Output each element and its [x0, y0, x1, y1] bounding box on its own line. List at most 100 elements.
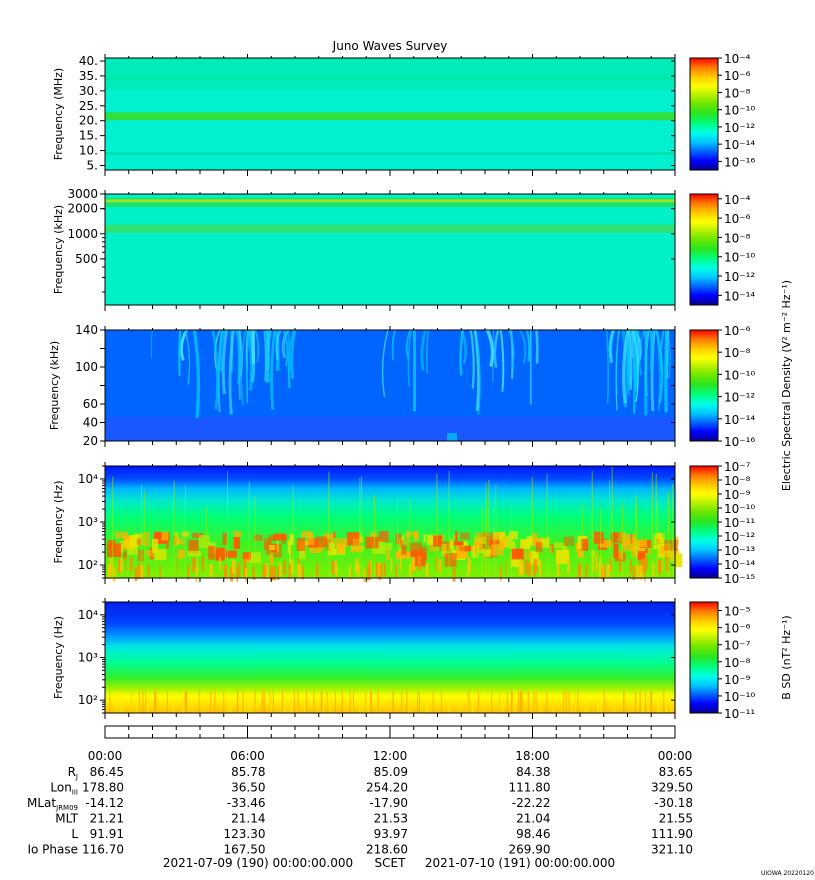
- colorbar-tick-label: 10⁻⁴: [724, 193, 751, 207]
- ephemeris-value: 85.09: [374, 765, 408, 779]
- y-axis-label: Frequency (MHz): [52, 68, 65, 160]
- x-tick-label: 00:00: [658, 749, 693, 763]
- colorbar-tick-label: 10⁻¹⁰: [724, 368, 755, 382]
- colorbar-tick-label: 10⁻⁷: [724, 639, 751, 653]
- scet-label: SCET: [375, 856, 407, 870]
- colorbar-tick-label: 10⁻¹⁴: [724, 138, 755, 152]
- colorbar-tick-label: 10⁻⁹: [724, 673, 751, 687]
- ephemeris-label: Io Phase: [27, 843, 78, 857]
- colorbar-tick-label: 10⁻¹⁰: [724, 104, 755, 118]
- y-tick-label: 30.: [79, 84, 98, 98]
- end-time-label: 2021-07-10 (191) 00:00:00.000: [425, 856, 615, 870]
- y-tick-label: 10⁴: [78, 608, 98, 622]
- ephemeris-row: LonIII 178.80 36.50 254.20 111.80 329.50: [50, 781, 693, 797]
- y-tick-label: 3000: [67, 187, 98, 201]
- colorbar-2: 10⁻⁴ 10⁻⁶ 10⁻⁸ 10⁻¹⁰ 10⁻¹² 10⁻¹⁴: [689, 193, 755, 306]
- y-tick-label: 1000: [67, 227, 98, 241]
- ephemeris-value: 21.14: [231, 812, 265, 826]
- ephemeris-label: MLatJRM09: [27, 796, 78, 812]
- ephemeris-label: L: [71, 827, 78, 841]
- ephemeris-row: MLatJRM09 -14.12 -33.46 -17.90 -22.22 -30.18: [27, 796, 693, 812]
- colorbar-tick-label: 10⁻¹⁴: [724, 289, 755, 303]
- y-tick-label: 40.: [79, 54, 98, 68]
- spectrogram-panel-4: 10² 10³ 10⁴ Frequency (Hz) 10⁻⁷10⁻⁸10⁻⁹10⁻¹⁰…: [52, 460, 755, 586]
- y-tick-label: 40: [83, 416, 98, 430]
- ephemeris-value: 36.50: [231, 781, 265, 795]
- y-tick-label: 100: [75, 360, 98, 374]
- ephemeris-label: RJ: [68, 765, 78, 781]
- spectrogram-image: [105, 329, 675, 441]
- colorbar-tick-label: 10⁻⁶: [724, 69, 751, 83]
- ephemeris-value: 254.20: [366, 781, 408, 795]
- x-tick-label: 00:00: [88, 749, 123, 763]
- ephemeris-value: 91.91: [90, 827, 124, 841]
- colorbar-tick-label: 10⁻¹²: [724, 530, 755, 544]
- colorbar-tick-label: 10⁻¹²: [724, 121, 755, 135]
- colorbar-tick-label: 10⁻¹¹: [724, 707, 755, 721]
- spectrogram-image: [105, 602, 675, 713]
- ephemeris-row: RJ 86.45 85.78 85.09 84.38 83.65: [68, 765, 693, 781]
- colorbar-3: 10⁻⁶ 10⁻⁸ 10⁻¹⁰ 10⁻¹² 10⁻¹⁴ 10⁻¹⁶ Electric Spe…: [689, 280, 793, 491]
- footer-tag: UIOWA 20220120: [761, 870, 814, 877]
- start-time-label: 2021-07-09 (190) 00:00:00.000: [163, 856, 353, 870]
- colorbar-tick-label: 10⁻¹⁴: [724, 413, 755, 427]
- ephemeris-value: 111.80: [509, 781, 551, 795]
- ephemeris-value: 84.38: [516, 765, 550, 779]
- ephemeris-value: -22.22: [512, 796, 551, 810]
- colorbar-tick-label: 10⁻⁷: [724, 460, 751, 474]
- ephemeris-label: LonIII: [50, 781, 78, 797]
- x-tick-label: 12:00: [373, 749, 408, 763]
- ephemeris-label: MLT: [55, 812, 78, 826]
- colorbar-tick-label: 10⁻¹²: [724, 270, 755, 284]
- ephemeris-value: 123.30: [224, 827, 266, 841]
- ephemeris-value: 218.60: [366, 843, 408, 857]
- ephemeris-value: 269.90: [509, 843, 551, 857]
- ephemeris-value: 116.70: [82, 843, 124, 857]
- colorbar-tick-label: 10⁻¹⁵: [724, 572, 755, 586]
- y-tick-label: 140: [75, 323, 98, 337]
- y-tick-label: 10⁴: [78, 472, 98, 486]
- colorbar-tick-label: 10⁻¹⁰: [724, 251, 755, 265]
- colorbar-tick-label: 10⁻⁸: [724, 86, 751, 100]
- y-tick-label: 60: [83, 397, 98, 411]
- colorbar-tick-label: 10⁻⁸: [724, 231, 751, 245]
- colorbar-tick-label: 10⁻⁸: [724, 474, 751, 488]
- x-tick-label: 18:00: [515, 749, 550, 763]
- ephemeris-value: 98.46: [516, 827, 550, 841]
- ephemeris-value: 111.90: [651, 827, 693, 841]
- ephemeris-value: 21.21: [90, 812, 124, 826]
- ephemeris-value: -33.46: [227, 796, 266, 810]
- y-tick-label: 10.: [79, 144, 98, 158]
- ephemeris-value: 21.55: [659, 812, 693, 826]
- y-axis-label: Frequency (Hz): [52, 481, 65, 564]
- colorbar-tick-label: 10⁻⁸: [724, 346, 751, 360]
- chart-title: Juno Waves Survey: [332, 39, 448, 53]
- spectrogram-image: [105, 194, 675, 305]
- spectrogram-image: [105, 466, 683, 582]
- colorbar-tick-label: 10⁻¹⁴: [724, 558, 755, 572]
- ephemeris-value: 321.10: [651, 843, 693, 857]
- y-tick-label: 500: [75, 252, 98, 266]
- colorbar-label: B SD (nT² Hz⁻¹): [780, 615, 793, 699]
- colorbar-tick-label: 10⁻⁸: [724, 656, 751, 670]
- y-tick-label: 25.: [79, 99, 98, 113]
- ephemeris-value: 86.45: [90, 765, 124, 779]
- colorbar-5: 10⁻⁵ 10⁻⁶ 10⁻⁷ 10⁻⁸ 10⁻⁹ 10⁻¹⁰ 10⁻¹¹ B SD (nT² …: [689, 601, 793, 721]
- y-tick-label: 10²: [78, 558, 98, 572]
- ephemeris-value: -17.90: [369, 796, 408, 810]
- ephemeris-value: 167.50: [224, 843, 266, 857]
- x-tick-label: 06:00: [230, 749, 265, 763]
- colorbar-label: Electric Spectral Density (V² m⁻² Hz⁻¹): [780, 280, 793, 491]
- ephemeris-value: 329.50: [651, 781, 693, 795]
- colorbar-tick-label: 10⁻⁶: [724, 622, 751, 636]
- ephemeris-row: Io Phase 116.70 167.50 218.60 269.90 321.10: [27, 843, 693, 857]
- colorbar-tick-label: 10⁻¹⁰: [724, 690, 755, 704]
- y-tick-label: 35.: [79, 69, 98, 83]
- colorbar-tick-label: 10⁻⁶: [724, 212, 751, 226]
- y-tick-label: 15.: [79, 129, 98, 143]
- colorbar-tick-label: 10⁻¹⁶: [724, 155, 755, 169]
- colorbar-4: 10⁻⁷10⁻⁸10⁻⁹10⁻¹⁰10⁻¹¹10⁻¹²10⁻¹³10⁻¹⁴10⁻…: [689, 460, 755, 586]
